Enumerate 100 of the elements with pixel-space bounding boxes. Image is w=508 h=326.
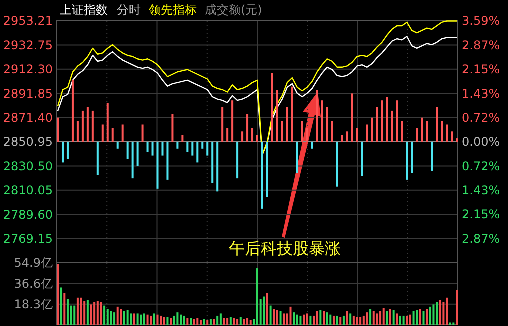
bar [276, 90, 278, 142]
bar [412, 311, 415, 325]
bar [351, 94, 354, 142]
bar [301, 121, 304, 142]
bar [256, 268, 258, 325]
y2-tick-label: 2.15% [462, 62, 500, 77]
bar [436, 302, 438, 325]
bar [300, 316, 302, 325]
bar [133, 314, 136, 325]
bar [76, 298, 79, 325]
bar [206, 142, 209, 156]
bar [406, 316, 408, 325]
bar [431, 142, 434, 171]
bar [336, 142, 338, 187]
bar [110, 311, 112, 325]
bar [100, 302, 102, 325]
bar [66, 299, 69, 325]
bar [396, 314, 398, 325]
bar [62, 142, 64, 163]
bar [153, 314, 156, 325]
bar [376, 108, 378, 142]
bar [246, 114, 249, 142]
bar [320, 310, 322, 325]
bar [271, 73, 274, 142]
bar [236, 142, 239, 179]
bar [74, 306, 76, 325]
bar [230, 317, 232, 325]
bar [124, 311, 126, 325]
bar [446, 124, 448, 142]
y-tick-label: 2912.30 [3, 62, 53, 77]
bar [391, 110, 394, 142]
bar [392, 310, 395, 325]
bar [370, 309, 372, 325]
bar [346, 311, 348, 325]
bar [176, 312, 179, 325]
y-tick-label: 18.3亿 [14, 298, 53, 312]
bar [401, 121, 404, 142]
bar [142, 124, 144, 142]
bar [203, 319, 206, 325]
bar [242, 132, 244, 142]
y2-tick-label: 2.87% [462, 38, 500, 52]
bar [273, 309, 276, 325]
bar [104, 306, 106, 325]
y-tick-label: 54.9亿 [14, 256, 53, 270]
bar [146, 142, 149, 152]
bar [381, 100, 384, 142]
bar [152, 142, 154, 156]
bar [80, 298, 82, 325]
y-tick-label: 2871.40 [3, 111, 53, 126]
bar [183, 316, 186, 325]
bar [226, 318, 229, 325]
bar [396, 100, 398, 142]
bar [176, 142, 179, 149]
y2-tick-label: 0.00% [462, 135, 500, 150]
bar [60, 288, 62, 325]
bar [270, 306, 272, 325]
bar [196, 318, 199, 325]
chart-title: 分时 [117, 3, 141, 17]
bar [366, 312, 368, 325]
bar [432, 304, 435, 325]
bar [303, 314, 306, 325]
bar [316, 311, 318, 325]
bar [316, 90, 318, 142]
bar [442, 302, 445, 325]
bar [173, 316, 176, 325]
bar [290, 306, 292, 325]
bar [386, 311, 388, 325]
bar [132, 142, 134, 179]
bar [346, 132, 348, 142]
bar [411, 142, 414, 174]
bar [116, 142, 119, 149]
bar [356, 128, 358, 142]
bar [160, 316, 162, 325]
bar [166, 142, 169, 180]
bar [306, 314, 308, 325]
bar [106, 309, 109, 325]
bar [162, 142, 164, 156]
bar [311, 142, 314, 149]
bar [172, 114, 174, 142]
y2-tick-label: 3.59% [462, 14, 500, 28]
bar [263, 296, 266, 325]
bar [202, 142, 204, 149]
bar [326, 312, 328, 325]
bar [156, 314, 159, 325]
y-tick-label: 2830.50 [3, 159, 53, 174]
bar [296, 314, 298, 325]
bar [112, 128, 114, 142]
bar [402, 316, 405, 325]
bar [206, 320, 209, 325]
y-tick-label: 2891.85 [3, 86, 53, 101]
y-tick-label: 36.6亿 [14, 276, 53, 291]
bar [323, 311, 325, 325]
bar [266, 293, 268, 325]
bar [331, 121, 334, 142]
bar [372, 311, 375, 325]
bar [72, 80, 74, 142]
bar [386, 97, 388, 142]
y2-tick-label: 2.87% [462, 232, 500, 246]
bar [256, 135, 258, 142]
bar [439, 300, 442, 325]
